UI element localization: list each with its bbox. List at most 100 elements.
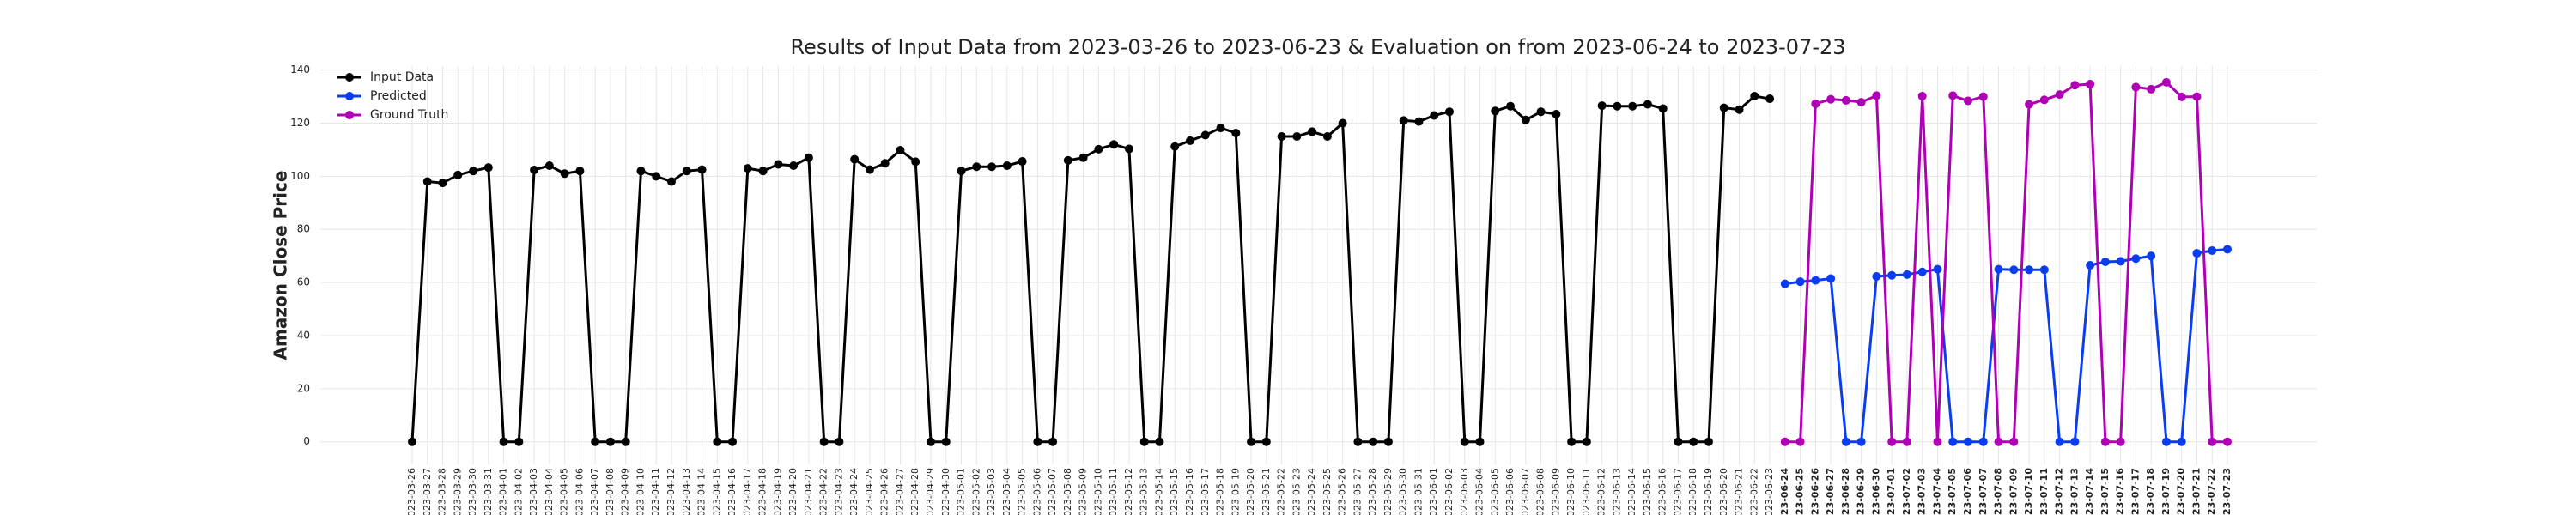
- data-point: [1521, 115, 1530, 124]
- data-point: [2177, 437, 2186, 446]
- x-tick-label: 2023-05-09: [1078, 468, 1089, 515]
- data-point: [1933, 264, 1942, 274]
- x-tick-label: 2023-04-29: [925, 468, 936, 515]
- x-tick-label: 2023-07-12: [2054, 468, 2065, 515]
- legend-marker: [345, 92, 354, 100]
- data-point: [1308, 127, 1317, 136]
- x-tick-label: 2023-06-15: [1642, 468, 1653, 515]
- data-point: [1292, 131, 1302, 141]
- data-point: [850, 154, 860, 164]
- data-point: [1216, 124, 1225, 133]
- x-tick-label: 2023-05-19: [1230, 468, 1241, 515]
- x-tick-label: 2023-07-15: [2099, 468, 2111, 515]
- x-tick-label: 2023-04-14: [696, 468, 708, 515]
- data-point: [880, 159, 890, 168]
- data-point: [2100, 437, 2110, 446]
- x-tick-label: 2023-06-04: [1474, 468, 1485, 515]
- x-tick-label: 2023-07-08: [1993, 468, 2004, 515]
- x-tick-label: 2023-04-22: [818, 468, 829, 515]
- data-point: [2177, 92, 2186, 101]
- x-tick-label: 2023-07-10: [2023, 468, 2034, 515]
- data-point: [1689, 437, 1698, 446]
- data-point: [2208, 437, 2217, 446]
- x-tick-label: 2023-06-17: [1672, 468, 1683, 515]
- data-point: [544, 161, 554, 170]
- data-point: [2025, 100, 2034, 109]
- x-tick-label: 2023-06-12: [1596, 468, 1607, 515]
- data-point: [1704, 437, 1713, 446]
- data-point: [621, 437, 630, 446]
- data-point: [1094, 144, 1103, 154]
- data-point: [774, 160, 783, 169]
- y-tick-label: 20: [297, 382, 310, 394]
- data-point: [1445, 107, 1454, 117]
- x-tick-label: 2023-06-29: [1856, 468, 1867, 515]
- x-tick-label: 2023-05-13: [1139, 468, 1150, 515]
- data-point: [1261, 437, 1271, 446]
- data-point: [1353, 437, 1363, 446]
- data-point: [499, 437, 508, 446]
- x-tick-label: 2023-06-09: [1550, 468, 1561, 515]
- data-point: [1506, 101, 1516, 111]
- data-point: [1841, 95, 1850, 105]
- x-tick-label: 2023-07-11: [2038, 468, 2050, 515]
- x-tick-label: 2023-05-24: [1306, 468, 1317, 515]
- data-point: [1628, 101, 1637, 111]
- data-point: [1795, 437, 1805, 446]
- data-point: [2039, 95, 2049, 105]
- x-tick-label: 2023-03-30: [467, 468, 478, 515]
- data-point: [1856, 98, 1866, 107]
- data-point: [972, 162, 981, 172]
- x-tick-label: 2023-05-08: [1062, 468, 1073, 515]
- x-tick-label: 2023-07-14: [2084, 468, 2095, 515]
- data-point: [1811, 99, 1820, 108]
- y-tick-label: 80: [297, 223, 310, 235]
- data-point: [1902, 437, 1911, 446]
- x-tick-label: 2023-04-21: [803, 468, 814, 515]
- x-tick-label: 2023-07-02: [1901, 468, 1912, 515]
- x-tick-label: 2023-05-18: [1215, 468, 1226, 515]
- data-point: [514, 437, 524, 446]
- data-point: [1567, 437, 1577, 446]
- data-point: [1780, 279, 1789, 288]
- data-point: [2147, 251, 2156, 261]
- data-point: [804, 153, 813, 162]
- x-tick-label: 2023-04-09: [620, 468, 631, 515]
- data-point: [422, 177, 432, 186]
- data-point: [2086, 261, 2095, 270]
- data-point: [1994, 437, 2003, 446]
- x-tick-label: 2023-07-17: [2129, 468, 2141, 515]
- x-tick-label: 2023-05-27: [1352, 468, 1363, 515]
- x-tick-label: 2023-06-24: [1779, 468, 1790, 515]
- x-tick-label: 2023-06-10: [1565, 468, 1577, 515]
- data-point: [667, 177, 676, 186]
- x-tick-label: 2023-05-22: [1276, 468, 1287, 515]
- x-tick-label: 2023-07-04: [1931, 468, 1942, 515]
- x-tick-label: 2023-04-16: [726, 468, 738, 515]
- x-tick-label: 2023-07-01: [1886, 468, 1897, 515]
- data-point: [438, 179, 447, 188]
- data-point: [2131, 254, 2141, 264]
- x-tick-label: 2023-05-29: [1382, 468, 1394, 515]
- data-point: [2223, 437, 2232, 446]
- data-point: [1841, 437, 1850, 446]
- data-point: [1475, 437, 1485, 446]
- data-point: [819, 437, 829, 446]
- data-point: [1414, 117, 1424, 126]
- y-tick-label: 140: [290, 64, 310, 76]
- x-tick-label: 2023-05-25: [1321, 468, 1333, 515]
- x-tick-label: 2023-04-06: [574, 468, 585, 515]
- data-point: [1978, 92, 1988, 101]
- x-tick-label: 2023-05-20: [1245, 468, 1256, 515]
- data-point: [2055, 437, 2064, 446]
- data-point: [1369, 437, 1378, 446]
- data-point: [1002, 161, 1012, 170]
- data-point: [2116, 257, 2125, 266]
- series-line: [410, 94, 1771, 444]
- data-point: [2208, 245, 2217, 255]
- x-tick-label: 2023-06-22: [1748, 468, 1759, 515]
- x-tick-label: 2023-04-05: [559, 468, 570, 515]
- data-point: [575, 167, 585, 176]
- data-point: [2055, 90, 2064, 100]
- data-point: [1780, 437, 1789, 446]
